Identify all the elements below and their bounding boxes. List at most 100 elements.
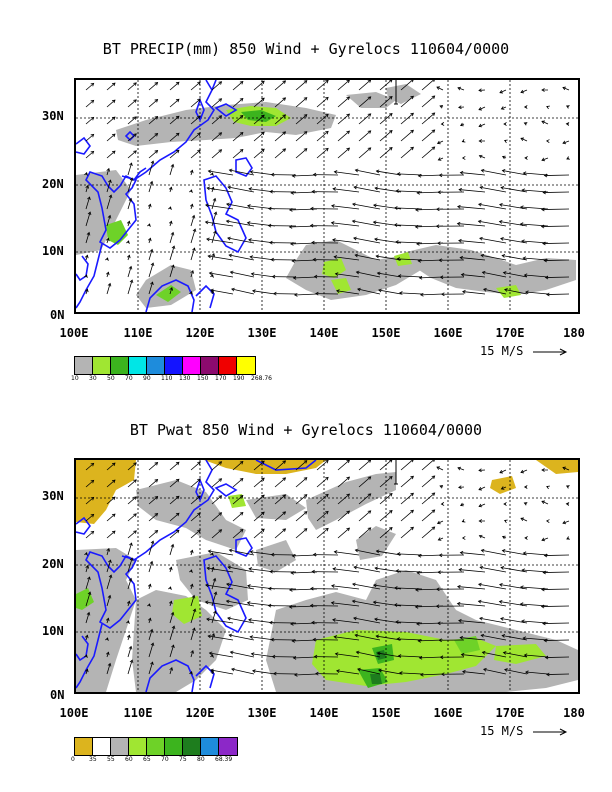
wind-vector	[232, 495, 244, 505]
wind-vector-head	[84, 172, 88, 176]
wind-vector	[85, 576, 90, 590]
wind-vector-head	[417, 638, 421, 643]
wind-vector	[460, 552, 486, 556]
wind-vector	[503, 272, 528, 278]
wind-vector	[253, 477, 265, 488]
wind-vector-head	[500, 106, 505, 110]
panel2-wind-vectors	[84, 460, 570, 677]
wind-vector-head	[303, 80, 308, 84]
wind-vector-head	[129, 557, 134, 562]
wind-vector-head	[483, 667, 487, 672]
wind-vector	[127, 162, 132, 176]
wind-vector-head	[541, 120, 546, 124]
panel2-lat-10n: 10N	[42, 624, 64, 638]
wind-vector	[274, 97, 286, 108]
wind-vector	[544, 174, 570, 176]
wind-vector-head	[311, 189, 315, 194]
wind-vector-head	[228, 253, 233, 258]
wind-vector-head	[154, 116, 159, 120]
wind-vector	[376, 170, 402, 176]
colorbar-swatch	[201, 357, 219, 374]
wind-vector-head	[147, 223, 151, 228]
wind-vector	[127, 82, 137, 91]
wind-vector-head	[393, 603, 398, 607]
wind-vector-head	[282, 460, 287, 464]
wind-vector	[190, 584, 193, 590]
wind-vector-head	[126, 634, 131, 639]
wind-vector-head	[478, 519, 483, 523]
wind-vector-head	[128, 197, 133, 202]
wind-vector-head	[562, 520, 567, 525]
wind-vector	[274, 528, 286, 539]
wind-vector-head	[261, 97, 265, 102]
wind-vector-head	[206, 237, 210, 242]
wind-vector	[274, 80, 286, 91]
wind-vector-head	[106, 167, 111, 172]
wind-vector-head	[303, 528, 308, 532]
wind-vector	[169, 625, 175, 641]
wind-vector-head	[519, 222, 524, 227]
wind-vector-head	[418, 275, 423, 280]
wind-vector	[562, 140, 570, 144]
wind-vector	[148, 160, 154, 176]
wind-vector	[461, 654, 486, 658]
colorbar-swatch	[111, 357, 129, 374]
wind-vector-head	[431, 129, 436, 133]
wind-vector-head	[207, 169, 212, 174]
wind-vector	[289, 605, 318, 608]
wind-vector-head	[541, 537, 546, 542]
wind-vector-head	[282, 97, 287, 101]
wind-vector-head	[367, 510, 372, 514]
wind-vector-head	[478, 88, 482, 93]
wind-vector-head	[542, 190, 546, 195]
wind-vector-head	[433, 80, 435, 82]
wind-vector-head	[175, 81, 180, 86]
panel2-lat-20n: 20N	[42, 557, 64, 571]
wind-vector-head	[520, 517, 525, 521]
colorbar-label: 0	[71, 756, 75, 763]
wind-vector-head	[270, 552, 275, 557]
wind-vector-head	[90, 99, 95, 104]
wind-vector-head	[524, 536, 528, 540]
wind-vector-head	[541, 157, 546, 162]
wind-vector	[479, 535, 486, 539]
wind-vector	[546, 673, 570, 675]
wind-vector	[148, 249, 153, 261]
wind-vector-head	[170, 231, 175, 236]
wind-vector	[190, 461, 201, 471]
wind-vector	[85, 669, 88, 675]
wind-vector	[379, 147, 393, 159]
colorbar-swatch	[75, 738, 93, 755]
wind-vector	[520, 89, 528, 93]
wind-vector-head	[170, 611, 175, 616]
wind-vector	[274, 511, 286, 522]
wind-vector	[292, 259, 318, 262]
wind-vector-head	[90, 82, 95, 87]
wind-vector-head	[439, 655, 444, 660]
wind-vector-head	[333, 550, 338, 554]
panel1-map	[74, 78, 580, 314]
wind-vector	[106, 479, 116, 488]
wind-vector-head	[170, 163, 175, 168]
wind-vector	[148, 618, 151, 624]
wind-vector-head	[175, 461, 180, 466]
wind-vector-head	[108, 194, 113, 199]
wind-vector	[520, 137, 528, 142]
wind-vector	[209, 652, 234, 658]
wind-vector	[232, 132, 244, 142]
wind-vector-head	[290, 191, 294, 195]
wind-vector-head	[313, 654, 318, 659]
wind-vector	[355, 549, 381, 556]
wind-vector-head	[330, 601, 335, 605]
wind-vector-head	[478, 123, 483, 128]
wind-vector-head	[239, 511, 244, 516]
wind-vector-head	[334, 652, 339, 656]
wind-vector-head	[84, 254, 89, 259]
wind-vector	[232, 529, 244, 539]
wind-vector	[211, 149, 222, 159]
wind-vector	[504, 669, 528, 675]
wind-vector-head	[150, 661, 154, 666]
wind-vector-head	[395, 189, 399, 193]
wind-vector	[190, 81, 201, 91]
wind-vector-head	[521, 619, 525, 624]
